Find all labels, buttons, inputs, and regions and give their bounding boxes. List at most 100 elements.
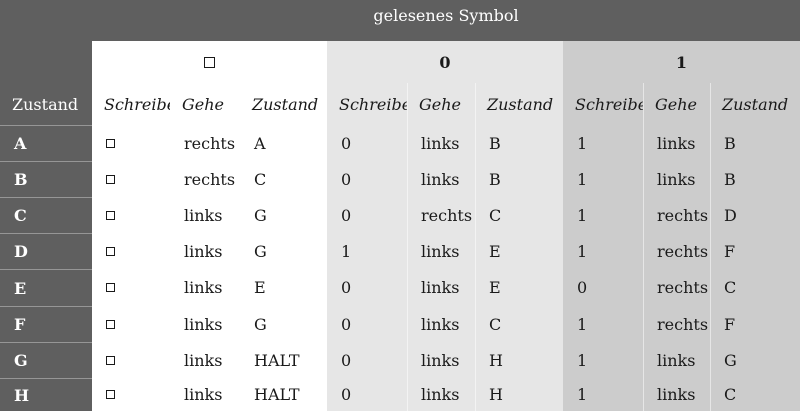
table-cell: links (407, 342, 475, 378)
table-cell: HALT (240, 342, 327, 378)
blank-symbol-icon (106, 283, 115, 292)
table-cell: links (170, 378, 240, 411)
table-cell: C (710, 378, 800, 411)
table-cell: E (240, 269, 327, 306)
header-title: gelesenes Symbol (92, 0, 800, 41)
symbol-header-0 (92, 41, 327, 83)
table-cell: rechts (170, 125, 240, 161)
table-cell: links (170, 197, 240, 233)
table-cell: 0 (563, 269, 643, 306)
table-cell: links (407, 161, 475, 197)
column-separator (710, 83, 711, 411)
table-cell: links (407, 125, 475, 161)
blank-symbol-icon (106, 210, 115, 220)
blank-symbol-icon (106, 319, 115, 329)
table-cell: HALT (240, 378, 327, 411)
sub-header-2-0: Schreibe (563, 83, 647, 125)
table-cell: 1 (563, 342, 643, 378)
table-cell: links (170, 306, 240, 342)
table-cell: 1 (563, 161, 643, 197)
table-cell: B (710, 161, 800, 197)
table-cell: C (475, 306, 563, 342)
table-cell: 1 (563, 378, 643, 411)
state-label-B: B (0, 161, 92, 197)
state-label-E: E (0, 269, 92, 306)
table-cell: F (710, 306, 800, 342)
table-cell: G (240, 197, 327, 233)
column-separator (407, 83, 408, 411)
table-cell: B (475, 125, 563, 161)
table-cell: rechts (643, 306, 710, 342)
column-separator (643, 83, 644, 411)
table-cell: links (643, 378, 710, 411)
sub-header-1-0: Schreibe (327, 83, 411, 125)
table-cell (92, 378, 170, 411)
table-cell: H (475, 378, 563, 411)
state-label-D: D (0, 233, 92, 269)
table-cell: links (407, 378, 475, 411)
table-cell (92, 269, 170, 306)
state-label-F: F (0, 306, 92, 342)
table-cell: B (475, 161, 563, 197)
table-cell: C (710, 269, 800, 306)
table-cell: 0 (327, 306, 407, 342)
sub-header-0-1: Gehe (170, 83, 240, 125)
table-cell: 1 (563, 233, 643, 269)
table-cell: links (407, 269, 475, 306)
state-label-H: H (0, 378, 92, 411)
table-cell: rechts (170, 161, 240, 197)
table-cell: D (710, 197, 800, 233)
sub-header-0-2: Zustand (240, 83, 327, 125)
blank-symbol-icon (106, 246, 115, 256)
table-cell: 0 (327, 197, 407, 233)
table-cell: 0 (327, 342, 407, 378)
table-cell: links (170, 269, 240, 306)
table-cell: 1 (563, 197, 643, 233)
table-cell: G (240, 233, 327, 269)
sub-header-0-0: Schreibe (92, 83, 176, 125)
state-label-A: A (0, 125, 92, 161)
table-cell: C (475, 197, 563, 233)
row-label-header: Zustand (0, 83, 92, 125)
table-cell: links (170, 233, 240, 269)
table-cell: links (643, 342, 710, 378)
table-cell: rechts (643, 197, 710, 233)
table-cell: 1 (327, 233, 407, 269)
column-separator (475, 83, 476, 411)
table-cell (92, 161, 170, 197)
sub-header-1-1: Gehe (407, 83, 475, 125)
table-cell: G (240, 306, 327, 342)
table-cell (92, 342, 170, 378)
column-separator (240, 83, 241, 411)
table-cell: rechts (643, 269, 710, 306)
table-cell: F (710, 233, 800, 269)
table-cell: A (240, 125, 327, 161)
table-cell: 0 (327, 378, 407, 411)
table-cell: 0 (327, 125, 407, 161)
blank-symbol-icon (106, 355, 115, 365)
table-cell: links (170, 342, 240, 378)
sub-header-1-2: Zustand (475, 83, 563, 125)
table-cell: B (710, 125, 800, 161)
table-cell: links (407, 233, 475, 269)
table-cell: links (643, 125, 710, 161)
column-separator (170, 83, 171, 411)
table-cell: H (475, 342, 563, 378)
table-cell (92, 306, 170, 342)
symbol-header-1: 0 (327, 41, 563, 83)
table-cell: rechts (407, 197, 475, 233)
state-label-G: G (0, 342, 92, 378)
blank-symbol-icon (106, 174, 115, 184)
blank-symbol-icon (106, 390, 115, 399)
table-cell: links (643, 161, 710, 197)
table-cell: 1 (563, 306, 643, 342)
sub-header-2-2: Zustand (710, 83, 800, 125)
table-cell: E (475, 233, 563, 269)
sub-header-2-1: Gehe (643, 83, 710, 125)
table-cell: 0 (327, 161, 407, 197)
state-label-C: C (0, 197, 92, 233)
table-cell: C (240, 161, 327, 197)
corner-top (0, 0, 92, 41)
table-cell (92, 125, 170, 161)
